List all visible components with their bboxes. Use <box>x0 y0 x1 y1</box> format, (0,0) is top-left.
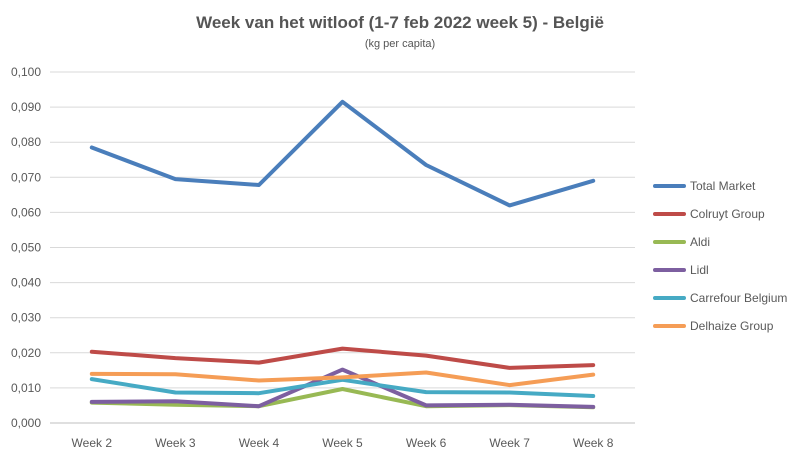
x-tick-label: Week 3 <box>155 436 196 450</box>
x-tick-label: Week 4 <box>239 436 280 450</box>
series-line <box>89 377 596 398</box>
y-tick-label: 0,070 <box>11 170 41 184</box>
x-tick-label: Week 5 <box>322 436 363 450</box>
y-tick-label: 0,080 <box>11 135 41 149</box>
legend-label: Colruyt Group <box>690 207 765 221</box>
series-line <box>89 99 596 208</box>
y-tick-label: 0,000 <box>11 416 41 430</box>
y-tick-label: 0,100 <box>11 65 41 79</box>
x-tick-label: Week 2 <box>72 436 113 450</box>
chart-subtitle: (kg per capita) <box>365 38 435 50</box>
chart-title: Week van het witloof (1-7 feb 2022 week … <box>196 13 604 32</box>
series-line <box>89 346 596 370</box>
y-tick-label: 0,090 <box>11 100 41 114</box>
y-tick-label: 0,060 <box>11 205 41 219</box>
x-tick-label: Week 7 <box>489 436 530 450</box>
series-line <box>89 370 596 388</box>
series-lines <box>89 99 596 410</box>
x-tick-label: Week 6 <box>406 436 447 450</box>
x-tick-label: Week 8 <box>573 436 614 450</box>
legend-label: Delhaize Group <box>690 319 774 333</box>
legend-label: Lidl <box>690 263 709 277</box>
legend: Total Market Colruyt Group Aldi Lidl Carrefo… <box>653 179 787 333</box>
legend-label: Aldi <box>690 235 710 249</box>
x-axis-labels: Week 2 Week 3 Week 4 Week 5 Week 6 Week 7 Week… <box>72 436 614 450</box>
y-tick-label: 0,040 <box>11 276 41 290</box>
y-tick-label: 0,020 <box>11 346 41 360</box>
legend-label: Carrefour Belgium <box>690 291 787 305</box>
y-tick-label: 0,050 <box>11 241 41 255</box>
gridlines <box>50 71 635 389</box>
y-tick-label: 0,030 <box>11 311 41 325</box>
series-line <box>89 367 596 409</box>
y-tick-label: 0,010 <box>11 381 41 395</box>
y-axis-labels: 0,000 0,010 0,020 0,030 0,040 0,050 0,060 0,070… <box>11 65 41 430</box>
legend-label: Total Market <box>690 179 756 193</box>
